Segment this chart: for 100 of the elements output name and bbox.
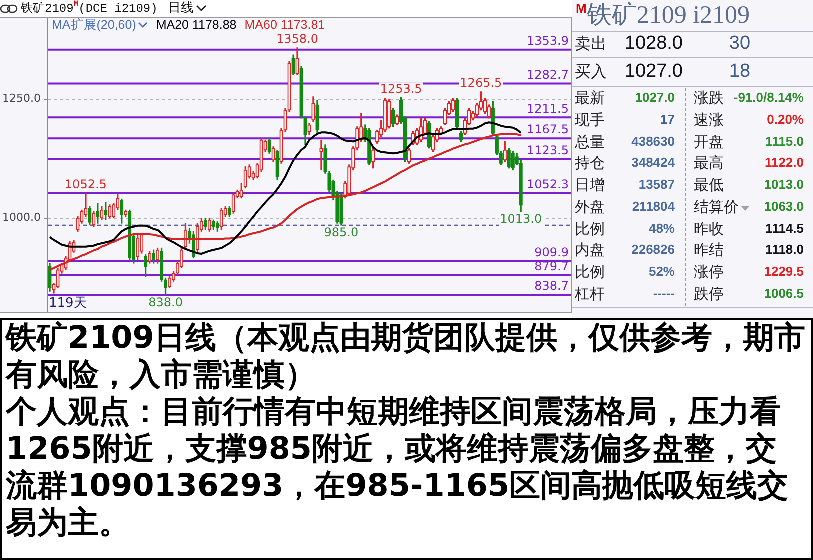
annotation: 1211.5	[527, 102, 569, 116]
candlestick	[384, 98, 388, 132]
text: 速涨	[694, 110, 724, 129]
text: 涨跌	[694, 89, 724, 107]
text: 昨收	[694, 220, 724, 238]
text: 48%	[648, 220, 675, 236]
text: 铁矿2109日线（本观点由期货团队提供，仅供参考，期市有风险，入市需谨慎）	[6, 320, 806, 394]
annotation: 1123.5	[527, 144, 569, 158]
candlestick	[292, 54, 296, 76]
candlestick	[316, 100, 320, 134]
text: 买入	[575, 62, 607, 82]
annotation: 838.0	[148, 295, 183, 310]
text: 18	[729, 61, 751, 83]
text: 1027.0	[635, 90, 675, 106]
annotation: 1052.3	[527, 178, 569, 192]
candlestick	[296, 48, 300, 76]
annotation: 119天	[49, 296, 87, 311]
text: 1006.5	[764, 286, 804, 302]
text: 1118.0	[766, 242, 804, 258]
candlestick	[124, 210, 128, 218]
text: 13587	[638, 177, 675, 193]
text: MA20 1178.88	[156, 18, 237, 32]
text: 涨停	[694, 263, 724, 281]
text: 卖出	[575, 34, 607, 54]
annotation: 909.9	[534, 245, 569, 260]
text: 跌停	[694, 284, 724, 303]
text: 最高	[694, 154, 724, 172]
text: 比例	[575, 220, 605, 238]
candlestick	[88, 206, 92, 226]
candlestick	[276, 150, 280, 181]
text: 昨结	[694, 241, 724, 260]
text: 持仓	[575, 154, 605, 172]
candlestick	[308, 123, 312, 136]
annotation: 1013.0	[500, 212, 542, 226]
text: 438630	[632, 134, 675, 150]
text: 1013.0	[764, 177, 804, 193]
candlestick	[152, 250, 156, 264]
candlestick	[92, 211, 96, 228]
text: 现手	[575, 110, 605, 129]
text: 杠杆	[575, 284, 605, 303]
annotation: 879.7	[534, 260, 569, 274]
text: 1028.0	[624, 33, 683, 55]
annotation: 1358.0	[276, 32, 319, 46]
candlestick	[228, 206, 232, 218]
candlestick	[148, 251, 152, 264]
candlestick	[232, 193, 236, 214]
text: $^{M}$铁矿2109 i2109	[576, 1, 750, 31]
text: 结算价	[694, 198, 739, 216]
text: 比例	[575, 263, 605, 281]
candlestick	[392, 108, 396, 128]
legend-title: MA扩展(20,60)	[52, 18, 136, 32]
text: 1114.5	[766, 220, 804, 236]
text: -----	[653, 286, 675, 302]
text: 总量	[575, 132, 605, 150]
candlestick	[372, 148, 376, 169]
candlestick	[396, 114, 400, 126]
text: 1027.0	[624, 61, 683, 83]
text: MA60 1173.81	[244, 18, 326, 32]
annotation: 1353.9	[527, 34, 569, 48]
y-tick-label: 1250.0	[2, 92, 41, 106]
annotation: 838.7	[534, 279, 569, 294]
text: 1122.0	[764, 155, 804, 172]
candlestick	[120, 198, 124, 224]
text: 开盘	[694, 132, 724, 150]
candlestick	[48, 263, 52, 292]
text: 226826	[632, 242, 675, 258]
chart-title: 铁矿2109$^{M}$(DCE i2109)	[21, 0, 158, 16]
text: 30	[729, 33, 751, 55]
candlestick	[104, 202, 108, 221]
text: 最低	[694, 176, 724, 194]
annotation: 1167.5	[527, 122, 569, 137]
annotation: 1253.5	[380, 82, 422, 96]
text: 211804	[632, 198, 675, 215]
text: 内盘	[575, 241, 605, 260]
candlestick	[216, 221, 220, 232]
candlestick	[340, 193, 344, 226]
text: -91.0/8.14%	[734, 90, 804, 106]
annotation: 1282.7	[527, 68, 569, 82]
text: 1063.0	[764, 198, 804, 215]
candlestick	[388, 99, 392, 129]
text: 52%	[648, 264, 675, 280]
candlestick	[455, 98, 460, 129]
annotation: 985.0	[324, 226, 359, 240]
candlestick	[320, 140, 324, 171]
text: 1115.0	[766, 134, 804, 150]
candlestick	[272, 146, 276, 162]
text: 17	[660, 112, 675, 128]
text: 1229.5	[764, 264, 804, 280]
text: 日增	[575, 176, 605, 194]
annotation: 1265.5	[460, 76, 502, 90]
text: 0.20%	[767, 112, 804, 128]
candlestick	[268, 138, 272, 154]
text: 外盘	[575, 198, 605, 216]
text: 最新	[575, 89, 605, 107]
chart-subtitle: 日线	[168, 1, 194, 16]
text: 348424	[632, 155, 675, 172]
candlestick	[407, 148, 412, 164]
candlestick	[312, 96, 316, 122]
y-tick-label: 1000.0	[2, 211, 41, 224]
annotation: 1052.5	[64, 177, 107, 192]
